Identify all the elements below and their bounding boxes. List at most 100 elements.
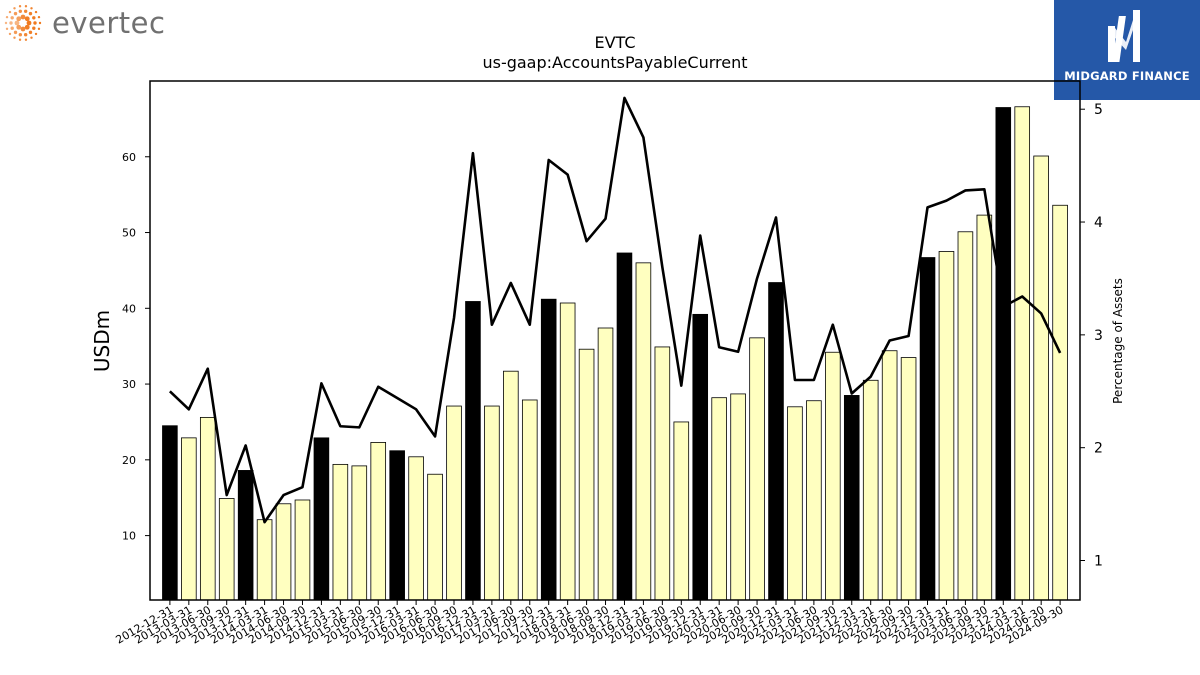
logo-dot xyxy=(37,15,41,19)
bar-2024-09-30 xyxy=(1052,204,1068,601)
logo-dot xyxy=(24,38,28,41)
logo-dot xyxy=(5,15,9,19)
bar-2018-09-30 xyxy=(597,327,614,601)
bar-2016-09-30 xyxy=(446,405,462,601)
bar-2022-06-30 xyxy=(881,350,898,601)
bar-2015-03-31 xyxy=(332,463,349,601)
logo-dot xyxy=(13,11,18,16)
bar-2024-06-30 xyxy=(1033,155,1049,601)
logo-dot xyxy=(10,16,14,20)
bar-2021-12-31 xyxy=(843,395,860,601)
y2-axis: 1 2 3 4 5 xyxy=(1080,102,1103,570)
line-layer xyxy=(168,96,1062,524)
bar-2014-06-30 xyxy=(275,503,292,601)
bar-2012-12-31 xyxy=(162,425,178,601)
y-tick-label: 30 xyxy=(122,378,136,391)
bar-2014-03-31 xyxy=(256,519,273,601)
bar-2021-03-31 xyxy=(787,406,803,601)
bar-2022-03-31 xyxy=(862,379,879,601)
bar-2016-03-31 xyxy=(408,456,424,601)
y2-tick-label: 5 xyxy=(1094,102,1103,118)
midgard-finance-logo: MIDGARD FINANCE xyxy=(1054,0,1200,100)
logo-dot xyxy=(13,36,16,39)
bar-2024-03-31 xyxy=(1014,106,1031,601)
bar-2023-06-30 xyxy=(957,231,974,601)
logo-dot xyxy=(18,5,22,8)
bar-2014-12-31 xyxy=(313,437,330,601)
logo-dot xyxy=(26,20,32,26)
assets-pct-line xyxy=(168,96,1062,524)
logo-dot xyxy=(16,16,22,22)
bar-2017-03-31 xyxy=(484,405,500,601)
logo-dot xyxy=(24,24,30,30)
y2-axis-label: Percentage of Assets xyxy=(1111,278,1125,404)
midgard-m-icon xyxy=(1108,10,1140,62)
bar-2017-09-30 xyxy=(521,399,538,601)
midgard-wordmark: MIDGARD FINANCE xyxy=(1064,69,1190,83)
logo-dot xyxy=(4,21,8,25)
bar-2019-03-31 xyxy=(635,262,652,601)
bar-2017-12-31 xyxy=(540,298,557,601)
logo-dot xyxy=(33,21,37,25)
logo-dot xyxy=(18,9,23,14)
bar-2020-03-31 xyxy=(711,397,727,601)
y2-tick-label: 2 xyxy=(1094,441,1103,457)
logo-dot xyxy=(16,24,22,30)
bar-2014-09-30 xyxy=(294,499,311,601)
bar-2020-09-30 xyxy=(749,337,765,601)
logo-dot xyxy=(38,21,42,25)
logo-dot xyxy=(24,5,28,8)
logo-dot xyxy=(8,10,12,14)
logo-dot xyxy=(18,32,23,37)
bar-2015-06-30 xyxy=(351,465,368,601)
logo-dot xyxy=(20,14,26,20)
bar-2019-06-30 xyxy=(654,346,671,601)
bar-2023-09-30 xyxy=(976,214,993,601)
y-tick-label: 20 xyxy=(122,454,136,467)
bar-2017-06-30 xyxy=(503,370,519,601)
bar-2020-06-30 xyxy=(730,393,746,601)
evertec-dots-icon xyxy=(4,5,42,41)
y-tick-label: 40 xyxy=(122,302,136,315)
bar-2018-03-31 xyxy=(559,302,576,601)
logo-dot xyxy=(14,20,20,26)
chart-subtitle: us-gaap:AccountsPayableCurrent xyxy=(482,53,747,72)
bar-2013-12-31 xyxy=(237,470,254,601)
bar-2013-09-30 xyxy=(218,498,235,601)
plot-frame xyxy=(149,80,1081,601)
y2-tick-label: 1 xyxy=(1094,554,1103,570)
evertec-logo: evertec xyxy=(4,4,194,44)
logo-dot xyxy=(5,27,9,31)
y-tick-label: 50 xyxy=(122,227,136,240)
bar-2015-09-30 xyxy=(370,442,387,601)
y-tick-label: 60 xyxy=(122,151,136,164)
bar-2018-12-31 xyxy=(616,252,633,601)
bar-2022-12-31 xyxy=(919,257,936,601)
y-axis-label: USDm xyxy=(90,310,114,372)
logo-dot xyxy=(8,32,12,36)
x-axis: 2012-12-312013-03-312013-06-302013-09-30… xyxy=(114,600,1066,647)
logo-dot xyxy=(20,26,26,32)
logo-dot xyxy=(23,9,28,14)
bar-2016-12-31 xyxy=(465,301,481,601)
logo-dot xyxy=(28,30,33,35)
chart-title: EVTC xyxy=(594,33,635,52)
bar-2021-09-30 xyxy=(825,351,841,601)
bar-2023-03-31 xyxy=(938,251,955,601)
logo-dot xyxy=(30,36,33,39)
bar-2022-09-30 xyxy=(900,357,917,601)
bar-2016-06-30 xyxy=(427,473,443,601)
bar-2015-12-31 xyxy=(389,450,405,601)
logo-dot xyxy=(13,30,18,35)
bar-2019-09-30 xyxy=(673,421,690,601)
bar-2021-06-30 xyxy=(806,400,822,601)
logo-dot xyxy=(37,27,41,31)
logo-dot xyxy=(34,32,38,36)
logo-dot xyxy=(18,38,22,41)
logo-dot xyxy=(23,32,28,37)
bar-2023-12-31 xyxy=(995,107,1012,601)
bars-layer xyxy=(162,106,1068,601)
y2-tick-label: 3 xyxy=(1094,328,1103,344)
y-axis: 10 20 30 40 50 60 xyxy=(122,151,150,543)
bar-2013-03-31 xyxy=(181,437,197,601)
